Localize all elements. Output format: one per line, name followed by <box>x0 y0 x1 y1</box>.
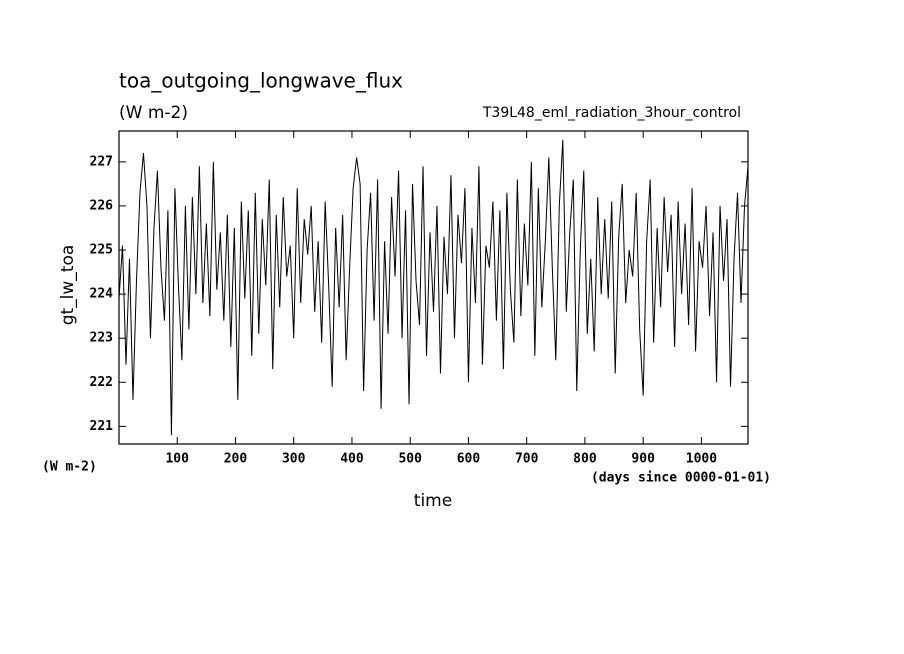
y-axis-label: gt_lw_toa <box>58 245 78 326</box>
subtitle: (W m-2) <box>119 103 188 123</box>
x-tick-label: 500 <box>398 452 422 467</box>
y-tick-label: 224 <box>90 287 114 302</box>
y-tick-label: 223 <box>90 331 113 346</box>
y-tick-label: 225 <box>90 243 113 258</box>
x-axis-label: time <box>414 491 452 511</box>
x-tick-label: 300 <box>282 452 306 467</box>
x-tick-label: 700 <box>515 452 539 467</box>
x-tick-label: 400 <box>340 452 364 467</box>
y-tick-label: 226 <box>90 198 114 213</box>
x-units: (days since 0000-01-01) <box>591 471 771 486</box>
y-tick-label: 222 <box>90 375 113 390</box>
y-tick-label: 227 <box>90 154 113 169</box>
x-tick-label: 600 <box>457 452 481 467</box>
x-tick-label: 100 <box>165 452 189 467</box>
x-tick-label: 200 <box>224 452 248 467</box>
data-line <box>118 139 749 436</box>
x-tick-label: 800 <box>573 452 597 467</box>
x-tick-label: 900 <box>631 452 655 467</box>
y-units: (W m-2) <box>42 460 97 475</box>
x-tick-label: 1000 <box>686 452 717 467</box>
plot-frame <box>118 130 749 445</box>
experiment-label: T39L48_eml_radiation_3hour_control <box>482 105 741 121</box>
y-tick-label: 221 <box>90 419 114 434</box>
chart-title: toa_outgoing_longwave_flux <box>119 69 403 93</box>
